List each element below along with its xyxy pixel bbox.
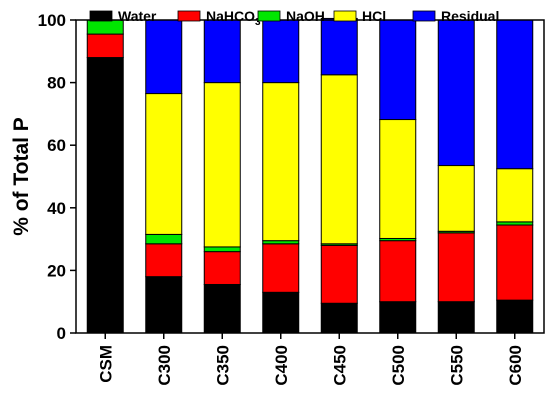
legend-label-hcl: HCl (362, 8, 386, 24)
y-tick-label: 100 (38, 11, 66, 30)
bar-segment-nahco3-c500 (379, 240, 417, 303)
bar-segment-residual-c400 (262, 19, 300, 84)
legend-swatch-hcl (333, 10, 357, 22)
bar-segment-water-c350 (203, 283, 241, 334)
legend-swatch-naoh (257, 10, 281, 22)
bar-segment-nahco3-csm (86, 33, 124, 59)
legend-swatch-residual (412, 10, 436, 22)
bar-segment-naoh-c350 (203, 246, 241, 253)
bar-segment-residual-c450 (320, 17, 358, 76)
bar-segment-nahco3-c300 (145, 243, 183, 278)
bar-segment-nahco3-c350 (203, 251, 241, 285)
bar-segment-nahco3-c400 (262, 243, 300, 293)
bar-segment-water-c400 (262, 291, 300, 334)
bar-segment-water-c550 (437, 301, 475, 334)
bar-segment-hcl-c600 (496, 168, 534, 223)
y-axis: 0 20 40 60 80 100 (38, 11, 76, 343)
bar-segment-residual-c300 (145, 19, 183, 95)
y-tick-label: 40 (47, 199, 66, 218)
bar-segment-naoh-c300 (145, 233, 183, 245)
x-tick-label-c600: C600 (506, 345, 525, 386)
legend-swatch-water (89, 10, 113, 22)
bar-segment-water-c500 (379, 301, 417, 334)
y-axis-label: % of Total P (10, 117, 33, 236)
bar-segment-water-c450 (320, 302, 358, 334)
bar-segment-residual-c350 (203, 19, 241, 84)
bar-segment-hcl-c450 (320, 74, 358, 245)
x-tick-label-c550: C550 (447, 345, 466, 386)
y-tick-label: 20 (47, 261, 66, 280)
bar-segment-nahco3-c600 (496, 224, 534, 301)
legend-label-naoh: NaOH (286, 8, 325, 24)
x-axis: CSM C300 C350 C400 C450 C500 C550 C600 (96, 333, 525, 386)
y-tick-label: 80 (47, 74, 66, 93)
x-tick-label-c500: C500 (389, 345, 408, 386)
bar-segment-residual-c500 (379, 19, 417, 121)
x-tick-label-csm: CSM (96, 345, 115, 383)
y-tick-label: 60 (47, 136, 66, 155)
bars-layer (86, 17, 534, 334)
bar-segment-water-c300 (145, 276, 183, 334)
bar-segment-hcl-c350 (203, 82, 241, 248)
bar-segment-water-c600 (496, 299, 534, 334)
bar-segment-hcl-c300 (145, 93, 183, 235)
legend: Water NaHCO3 NaOH HCl Residual (89, 8, 499, 28)
legend-label-subscript: 3 (255, 17, 261, 28)
bar-segment-residual-c600 (496, 19, 534, 170)
plot-frame (75, 19, 545, 334)
legend-label-water: Water (118, 8, 157, 24)
bar-segment-hcl-c400 (262, 82, 300, 242)
x-tick-label-c450: C450 (330, 345, 349, 386)
bar-segment-nahco3-c450 (320, 244, 358, 304)
x-tick-label-c400: C400 (272, 345, 291, 386)
bar-segment-hcl-c500 (379, 119, 417, 239)
legend-label-residual: Residual (441, 8, 499, 24)
bar-segment-nahco3-c550 (437, 232, 475, 303)
y-tick-label: 0 (57, 324, 66, 343)
x-tick-label-c350: C350 (213, 345, 232, 386)
legend-swatch-nahco3 (177, 10, 201, 22)
legend-label-nahco3: NaHCO3 (206, 8, 261, 28)
bar-segment-hcl-c550 (437, 165, 475, 232)
bar-segment-residual-c550 (437, 19, 475, 167)
x-tick-label-c300: C300 (155, 345, 174, 386)
bar-segment-water-csm (86, 57, 124, 334)
